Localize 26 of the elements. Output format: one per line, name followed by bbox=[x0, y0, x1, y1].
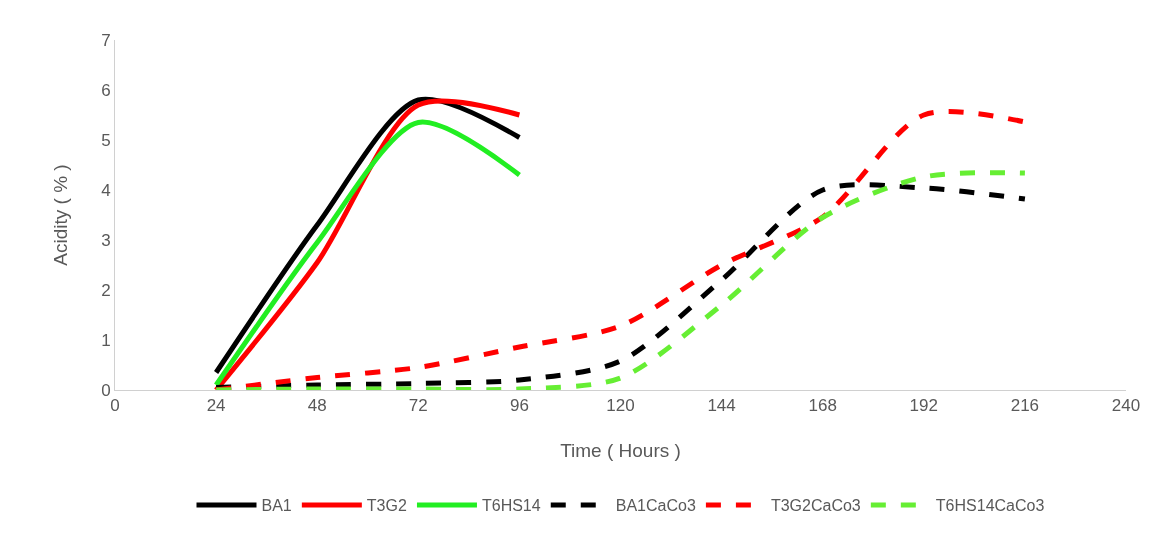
x-tick-label: 240 bbox=[1111, 396, 1141, 416]
x-tick-label: 144 bbox=[707, 396, 736, 416]
x-tick-label: 48 bbox=[307, 396, 327, 416]
y-tick-label: 4 bbox=[101, 180, 111, 200]
legend-label: T3G2 bbox=[366, 497, 407, 515]
x-tick-label: 192 bbox=[909, 396, 938, 416]
y-tick-label: 2 bbox=[101, 280, 111, 300]
y-tick-label: 6 bbox=[101, 80, 111, 100]
x-tick-label: 216 bbox=[1010, 396, 1040, 416]
y-tick-label: 1 bbox=[101, 330, 111, 350]
x-axis-title: Time ( Hours ) bbox=[560, 440, 681, 461]
x-tick-label: 168 bbox=[808, 396, 837, 416]
legend-label: BA1CaCo3 bbox=[615, 497, 696, 515]
x-tick-label: 72 bbox=[408, 396, 428, 416]
legend-label: T3G2CaCo3 bbox=[770, 497, 861, 515]
y-tick-label: 0 bbox=[101, 380, 111, 400]
x-tick-label: 24 bbox=[206, 396, 226, 416]
y-tick-label: 5 bbox=[101, 130, 111, 150]
x-tick-label: 120 bbox=[606, 396, 635, 416]
y-axis-title: Acidity ( % ) bbox=[50, 164, 71, 266]
y-tick-label: 7 bbox=[101, 30, 111, 50]
x-tick-label: 96 bbox=[509, 396, 529, 416]
legend-label: T6HS14 bbox=[481, 497, 541, 515]
y-tick-label: 3 bbox=[101, 230, 111, 250]
legend-label: BA1 bbox=[261, 497, 292, 515]
legend-label: T6HS14CaCo3 bbox=[935, 497, 1045, 515]
